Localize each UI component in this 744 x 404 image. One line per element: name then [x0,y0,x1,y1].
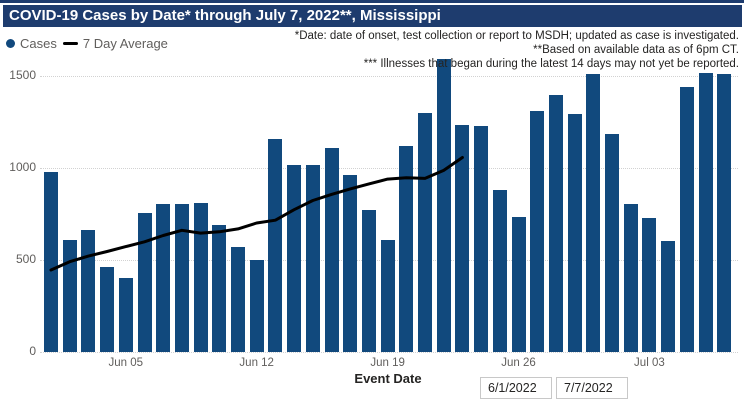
bar[interactable] [511,217,526,352]
bar[interactable] [530,111,545,352]
y-tick-label: 1500 [9,67,36,82]
bar[interactable] [287,164,302,352]
y-tick-label: 500 [15,251,36,266]
x-tick-label: Jul 03 [634,357,665,369]
bar[interactable] [605,133,619,352]
bar[interactable] [418,113,432,352]
bar[interactable] [661,241,676,352]
legend-average-label: 7 Day Average [82,35,168,51]
bar[interactable] [399,145,414,352]
start-date-input[interactable] [480,377,552,399]
chart-legend: Cases 7 Day Average [6,33,168,53]
footnote-latest-14-days: *** Illnesses that began during the late… [363,58,739,70]
x-tick-label: Jun 19 [370,357,405,369]
bar[interactable] [436,58,451,352]
bar[interactable] [361,210,376,352]
bar[interactable] [305,164,320,352]
bar[interactable] [474,126,489,352]
x-tick-label: Jun 12 [239,357,274,369]
bar[interactable] [193,202,208,352]
page-title: COVID-19 Cases by Date* through July 7, … [3,5,742,27]
x-tick-label: Jun 05 [108,357,144,369]
gridline [40,75,738,77]
bar[interactable] [268,139,283,352]
bar[interactable] [62,239,77,352]
bar[interactable] [137,212,152,352]
bar[interactable] [174,203,189,352]
gridline [40,352,738,353]
legend-item-cases[interactable]: Cases [6,36,57,51]
cases-dot-icon [6,38,15,48]
x-tick-label: Jun 26 [501,357,536,369]
gridline [40,167,738,169]
bar[interactable] [679,86,694,352]
bar[interactable] [698,72,713,352]
bar[interactable] [567,114,582,352]
bar[interactable] [492,189,507,352]
bar[interactable] [231,246,245,352]
bar[interactable] [156,203,171,352]
top-accent-strip [0,0,744,3]
bar[interactable] [717,73,732,352]
bar[interactable] [324,148,339,352]
bar[interactable] [586,73,601,352]
x-axis-title: Event Date [354,371,422,386]
y-tick-label: 0 [29,344,36,358]
footnote-date-definition: *Date: date of onset, test collection or… [294,30,739,42]
bar[interactable] [100,267,115,352]
footnote-data-as-of: **Based on available data as of 6pm CT. [533,44,739,56]
y-tick-label: 1000 [9,159,36,174]
bar[interactable] [623,203,638,352]
bar[interactable] [249,259,264,352]
bar[interactable] [548,94,563,352]
bar[interactable] [380,240,395,352]
bar[interactable] [212,224,227,352]
average-line-icon [62,41,78,45]
bar[interactable] [343,175,358,352]
bar[interactable] [118,278,133,352]
bar[interactable] [81,230,96,352]
bar[interactable] [642,218,657,352]
legend-item-7-day-average[interactable]: 7 Day Average [62,35,168,51]
end-date-input[interactable] [556,377,628,399]
footnotes: *Date: date of onset, test collection or… [295,29,739,71]
legend-cases-label: Cases [20,35,57,51]
bar[interactable] [44,172,58,352]
bar[interactable] [455,125,470,352]
